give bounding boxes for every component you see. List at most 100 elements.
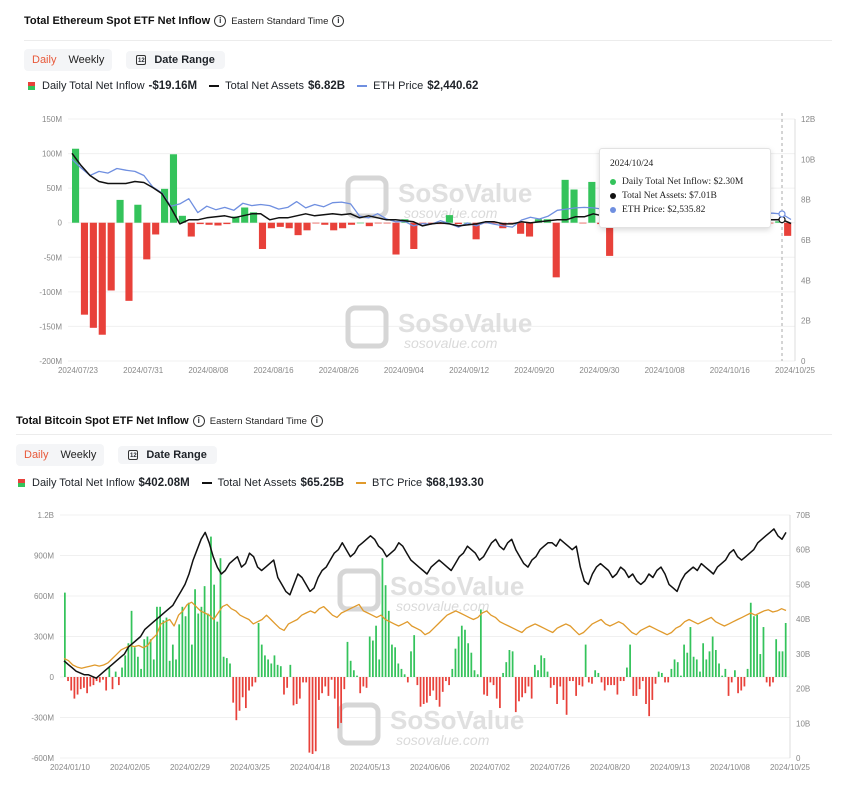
inflow-bar-negative bbox=[343, 677, 346, 690]
tab-daily[interactable]: Daily bbox=[32, 54, 57, 66]
inflow-bar-positive bbox=[159, 606, 162, 677]
legend-item-price[interactable]: BTC Price $68,193.30 bbox=[356, 477, 484, 489]
tooltip-inflow: Daily Total Net Inflow: $2.30M bbox=[622, 177, 744, 187]
inflow-bar-positive bbox=[273, 655, 276, 677]
inflow-bar-negative bbox=[416, 677, 419, 686]
inflow-bar-positive bbox=[352, 670, 355, 677]
inflow-bar-positive bbox=[543, 658, 546, 677]
y-right-tick-label: 40B bbox=[796, 615, 810, 624]
inflow-bar-positive bbox=[749, 602, 752, 677]
inflow-bar-positive bbox=[194, 589, 196, 677]
inflow-bar-positive bbox=[467, 643, 470, 677]
inflow-bar-positive bbox=[714, 650, 717, 677]
inflow-bar-negative bbox=[490, 222, 498, 224]
inflow-bar-negative bbox=[448, 677, 450, 686]
inflow-bar-positive bbox=[191, 644, 193, 677]
tab-daily[interactable]: Daily bbox=[24, 449, 49, 461]
inflow-bar-positive bbox=[546, 671, 549, 677]
inflow-bar-negative bbox=[308, 677, 311, 753]
y-left-tick-label: 900M bbox=[34, 552, 54, 561]
inflow-bar-positive bbox=[660, 672, 663, 677]
legend-item-price[interactable]: ETH Price $2,440.62 bbox=[357, 80, 478, 92]
inflow-bar-positive bbox=[775, 639, 778, 677]
inflow-bar-negative bbox=[392, 222, 400, 255]
info-icon[interactable]: i bbox=[192, 415, 205, 427]
inflow-bar-negative bbox=[553, 677, 555, 686]
x-tick-label: 2024/09/30 bbox=[579, 366, 620, 375]
inflow-bar-positive bbox=[464, 629, 466, 677]
inflow-bar-negative bbox=[330, 677, 333, 680]
inflow-bar-negative bbox=[562, 677, 565, 700]
inflow-bar-positive bbox=[781, 651, 784, 677]
btc-chart[interactable]: 1.2B 900M 600M 300M 0 -300M -600M 70B 60B 50B 40B 3… bbox=[0, 505, 852, 785]
inflow-bar-negative bbox=[483, 677, 485, 695]
inflow-bar-negative bbox=[527, 677, 530, 687]
eth-chart[interactable]: 150M 100M 50M 0 -50M -100M -150M -200M 12B 10B 8B 6… bbox=[0, 110, 852, 380]
y-right-tick-label: 2B bbox=[801, 317, 811, 326]
x-tick-label: 2024/10/08 bbox=[645, 366, 686, 375]
inflow-bar-positive bbox=[127, 643, 130, 677]
inflow-bar-negative bbox=[86, 677, 88, 694]
x-tick-label: 2024/09/20 bbox=[514, 366, 555, 375]
inflow-bar-negative bbox=[622, 677, 625, 682]
inflow-bar-negative bbox=[603, 677, 606, 691]
legend-item-assets[interactable]: Total Net Assets $6.82B bbox=[209, 80, 345, 92]
inflow-bar-positive bbox=[222, 656, 225, 677]
eth-title-row: Total Ethereum Spot ETF Net Inflow i Eas… bbox=[24, 15, 349, 27]
legend-item-inflow[interactable]: Daily Total Net Inflow $402.08M bbox=[18, 477, 190, 489]
inflow-bar-positive bbox=[594, 670, 597, 677]
watermark-brand: SoSoValue bbox=[390, 571, 524, 601]
inflow-bar-negative bbox=[80, 222, 89, 315]
inflow-bar-negative bbox=[111, 677, 114, 690]
info-icon[interactable]: i bbox=[332, 15, 345, 27]
inflow-bar-positive bbox=[692, 656, 695, 677]
inflow-bar-negative bbox=[768, 677, 771, 687]
inflow-bar-negative bbox=[70, 677, 73, 691]
legend-inflow-label: Daily Total Net Inflow bbox=[32, 477, 135, 489]
info-icon[interactable]: i bbox=[214, 15, 227, 27]
inflow-bar-positive bbox=[391, 644, 393, 677]
date-range-button[interactable]: 12 Date Range bbox=[118, 446, 217, 464]
y-right-tick-label: 6B bbox=[801, 236, 811, 245]
inflow-bar-negative bbox=[365, 677, 368, 688]
info-icon[interactable]: i bbox=[310, 415, 323, 427]
inflow-bar-negative bbox=[489, 677, 492, 683]
y-left-tick-label: -150M bbox=[39, 322, 62, 331]
inflow-bar-positive bbox=[445, 215, 453, 223]
inflow-bar-negative bbox=[664, 677, 666, 683]
inflow-bar-negative bbox=[248, 677, 250, 691]
inflow-bar-positive bbox=[540, 655, 543, 677]
tab-weekly[interactable]: Weekly bbox=[68, 54, 105, 66]
inflow-bar-negative bbox=[312, 222, 320, 224]
inflow-bar-negative bbox=[635, 677, 638, 696]
inflow-bar-negative bbox=[258, 222, 267, 249]
tooltip-row-assets: Total Net Assets: $7.01B bbox=[610, 191, 760, 201]
inflow-bar-positive bbox=[708, 651, 711, 677]
inflow-bar-positive bbox=[680, 675, 682, 677]
x-tick-label: 2024/08/16 bbox=[254, 366, 295, 375]
legend-inflow-value: $402.08M bbox=[138, 477, 190, 489]
inflow-bar-negative bbox=[645, 677, 647, 704]
inflow-bar-positive bbox=[718, 663, 720, 677]
legend-assets-label: Total Net Assets bbox=[217, 477, 297, 489]
x-tick-label: 2024/02/05 bbox=[110, 763, 151, 772]
inflow-bar-negative bbox=[187, 222, 195, 237]
inflow-bar-negative bbox=[432, 677, 435, 691]
inflow-bar-positive bbox=[403, 674, 406, 677]
watermark-url: sosovalue.com bbox=[404, 205, 498, 221]
inflow-bar-negative bbox=[587, 677, 590, 683]
inflow-bar-negative bbox=[276, 222, 284, 227]
date-range-button[interactable]: 12 Date Range bbox=[126, 51, 225, 69]
inflow-bar-positive bbox=[346, 641, 349, 677]
legend-item-assets[interactable]: Total Net Assets $65.25B bbox=[201, 477, 344, 489]
inflow-bar-negative bbox=[125, 222, 133, 301]
inflow-bar-negative bbox=[426, 677, 428, 703]
timezone-label: Eastern Standard Time bbox=[231, 15, 329, 27]
tab-weekly[interactable]: Weekly bbox=[60, 449, 97, 461]
inflow-bar-positive bbox=[686, 652, 689, 677]
inflow-bar-positive bbox=[657, 671, 660, 677]
inflow-bar-negative bbox=[223, 222, 231, 225]
legend-item-inflow[interactable]: Daily Total Net Inflow -$19.16M bbox=[28, 80, 197, 92]
inflow-bar-positive bbox=[134, 204, 142, 223]
inflow-bar-negative bbox=[295, 677, 298, 704]
